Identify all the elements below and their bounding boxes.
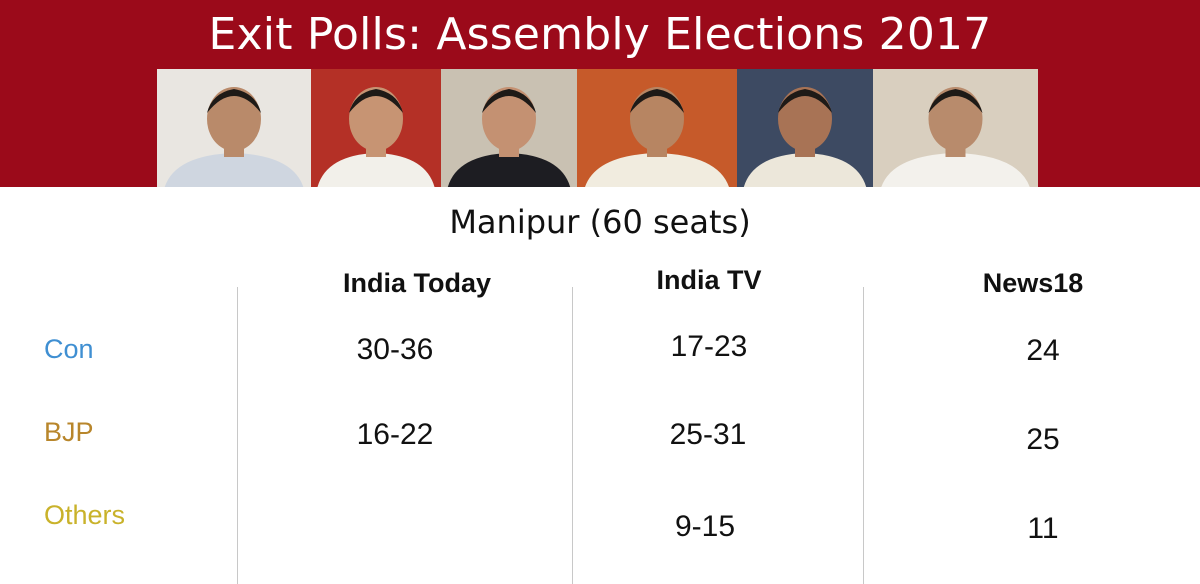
cell-con-india-today: 30-36 bbox=[356, 333, 434, 366]
cell-bjp-news18: 25 bbox=[1026, 423, 1060, 456]
cell-others-india-today bbox=[295, 505, 495, 545]
leader-photo-5 bbox=[737, 69, 873, 187]
cell-con-news18: 24 bbox=[1026, 334, 1060, 367]
leader-photo-2 bbox=[311, 69, 441, 187]
column-header-india-tv: India TV bbox=[656, 265, 762, 295]
leader-photo-6 bbox=[873, 69, 1038, 187]
row-label-bjp: BJP bbox=[44, 417, 94, 447]
chart-title: Manipur (60 seats) bbox=[449, 203, 751, 241]
leader-photo-1 bbox=[157, 69, 311, 187]
row-label-others: Others bbox=[44, 500, 126, 530]
cell-con-india-tv: 17-23 bbox=[670, 330, 748, 363]
page-title: Exit Polls: Assembly Elections 2017 bbox=[208, 9, 992, 60]
column-header-news18: News18 bbox=[982, 268, 1084, 298]
header-banner: Exit Polls: Assembly Elections 2017 bbox=[0, 0, 1200, 187]
leader-photo-strip bbox=[157, 69, 1038, 187]
leader-photo-3 bbox=[441, 69, 577, 187]
cell-others-news18: 11 bbox=[1027, 512, 1059, 545]
cell-bjp-india-tv: 25-31 bbox=[669, 418, 747, 451]
cell-bjp-india-today: 16-22 bbox=[356, 418, 434, 451]
leader-photo-4 bbox=[577, 69, 737, 187]
column-header-india-today: India Today bbox=[342, 268, 491, 298]
cell-others-india-tv: 9-15 bbox=[674, 510, 736, 543]
column-divider bbox=[572, 287, 573, 584]
column-divider bbox=[237, 287, 238, 584]
column-divider bbox=[863, 287, 864, 584]
row-label-con: Con bbox=[44, 334, 94, 364]
